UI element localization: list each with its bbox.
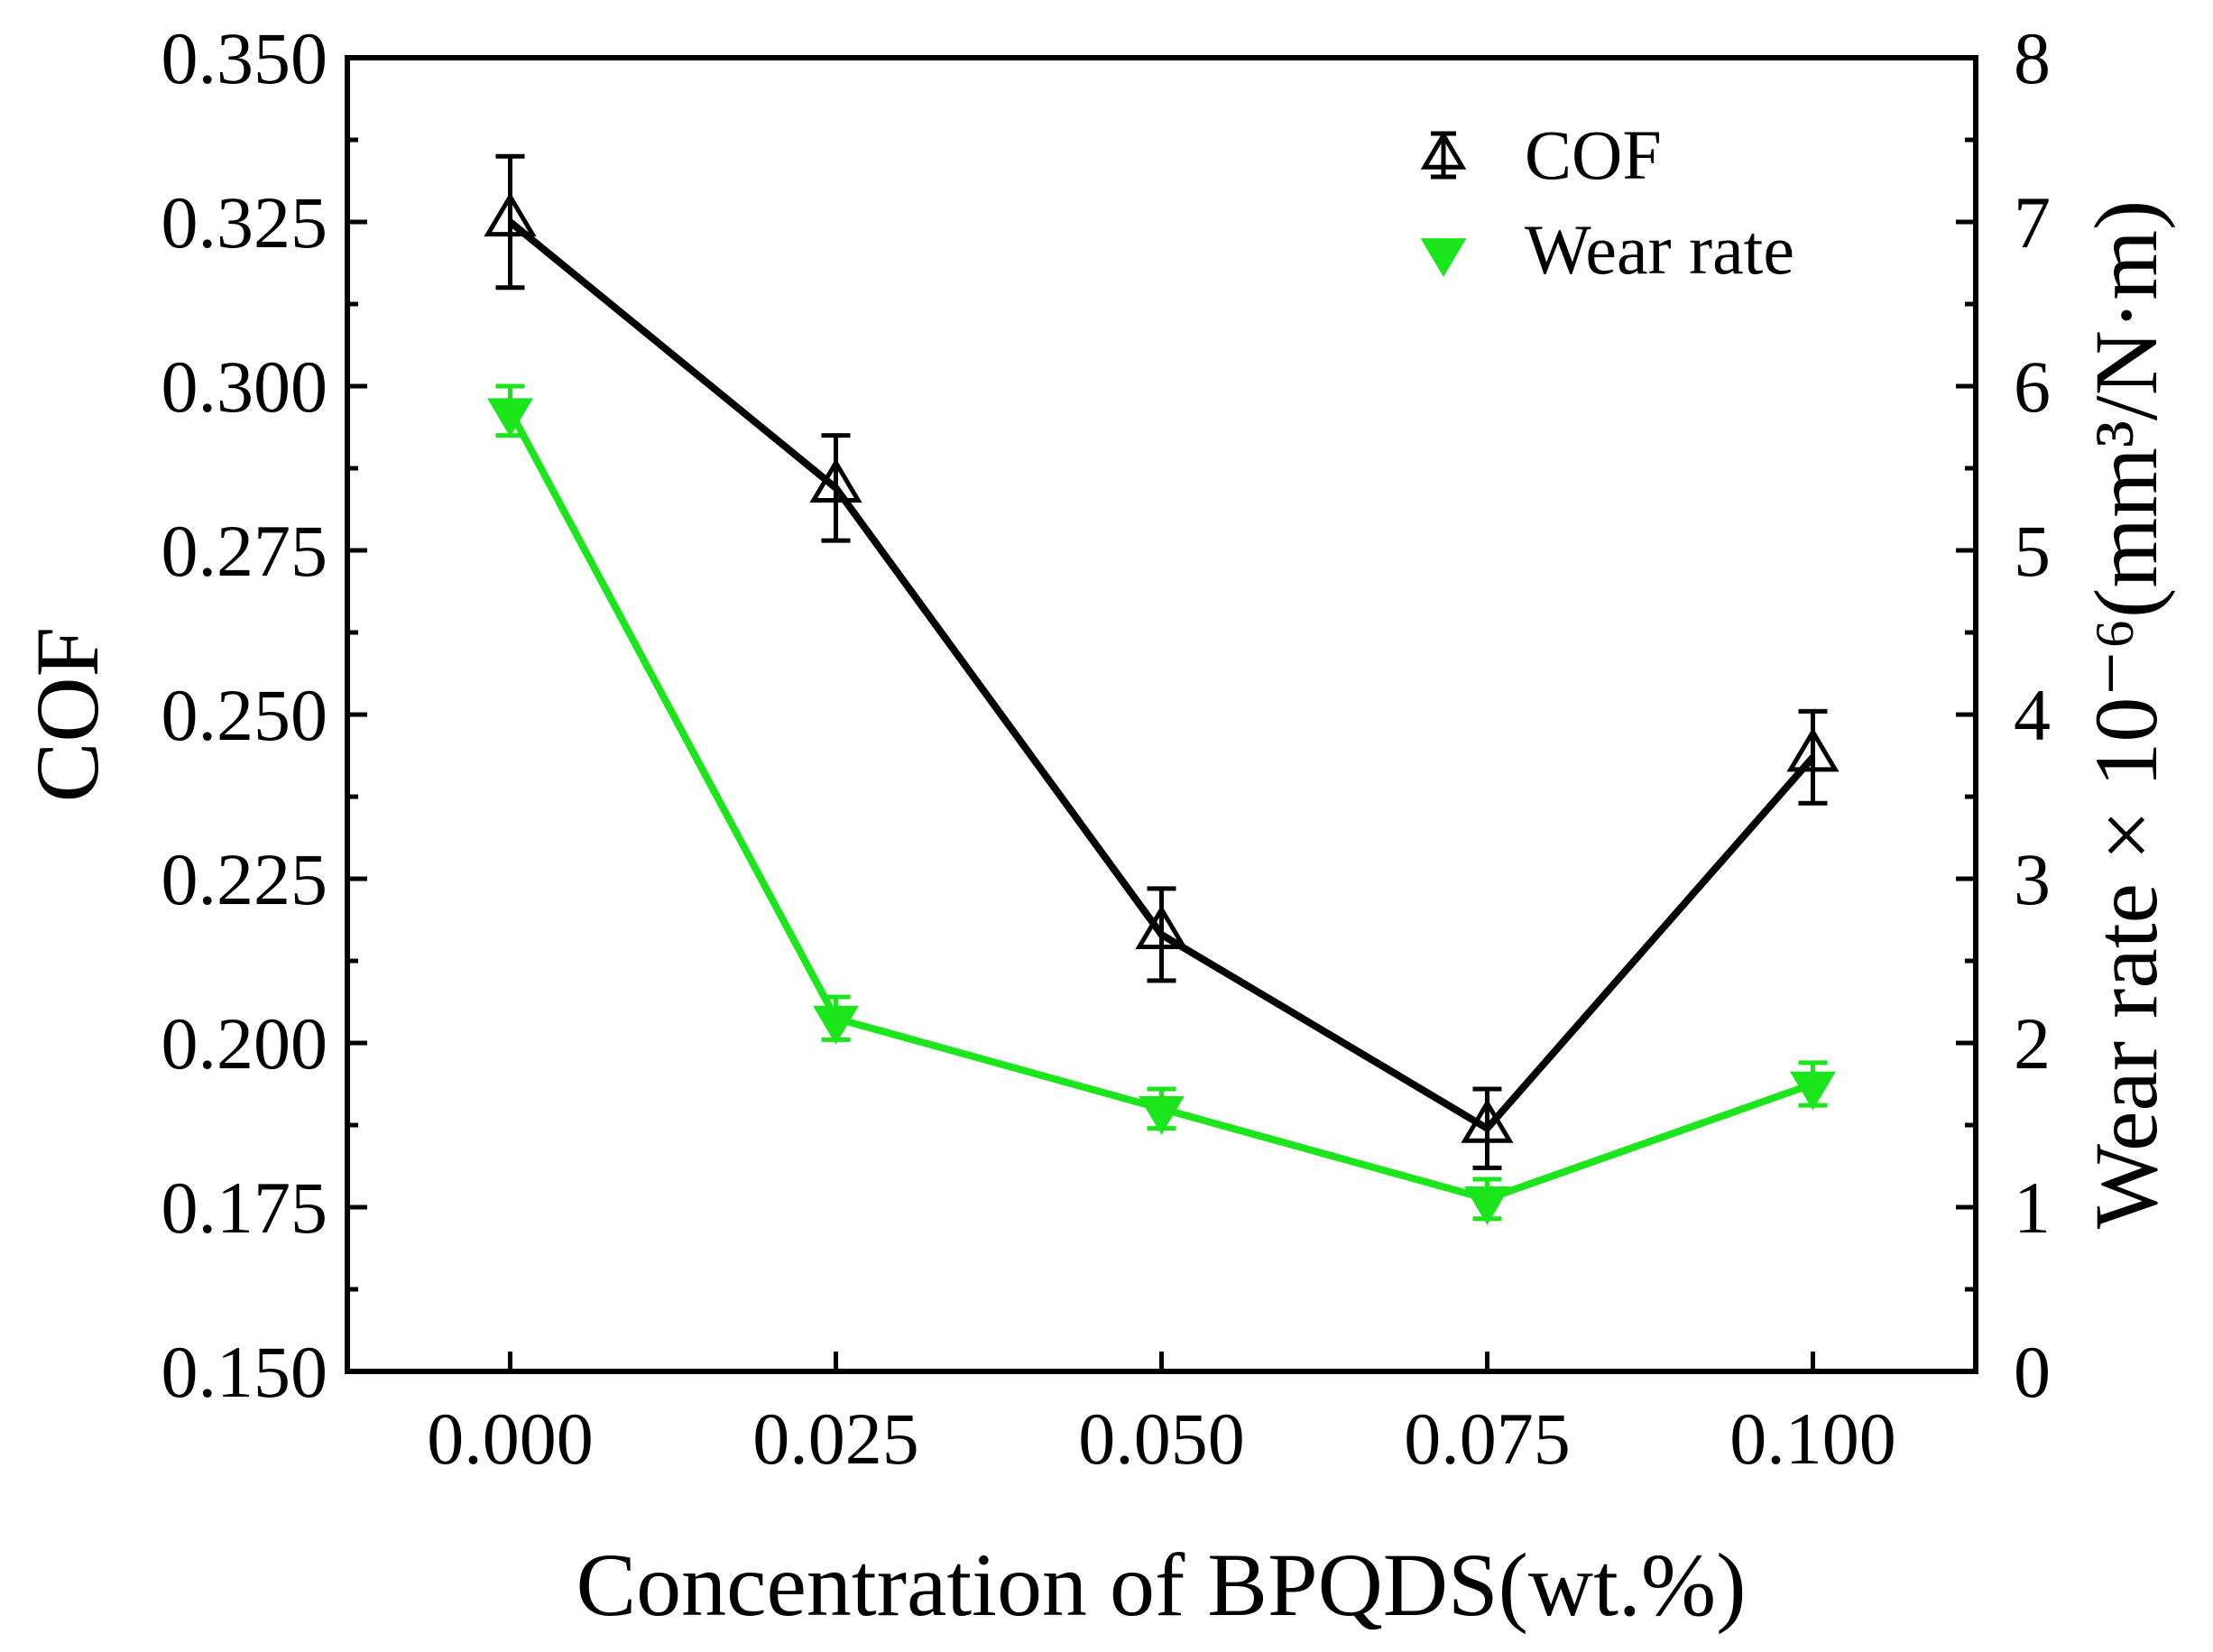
legend-wear-triangle [1420, 238, 1467, 277]
data-point [1139, 1095, 1185, 1135]
series-line [507, 218, 1816, 1132]
data-point [813, 1005, 859, 1045]
x-axis-title: Concentration of BPQDS(wt.%) [576, 1535, 1746, 1635]
data-point [1790, 1071, 1836, 1111]
x-tick-label: 0.000 [427, 1398, 594, 1480]
series-layer [484, 153, 1840, 1225]
legend-wear-marker [1420, 238, 1467, 277]
x-tick-label: 0.100 [1729, 1398, 1896, 1480]
tick-labels: 0.150 0.175 0.200 0.225 0.250 0.275 0.300 0.325… [161, 17, 2052, 1480]
x-tick-label: 0.075 [1404, 1398, 1571, 1480]
data-point [1464, 1186, 1510, 1225]
y-right-tick-label: 5 [2014, 510, 2051, 592]
y-left-tick-label: 0.300 [161, 346, 328, 428]
y-right-tick-label: 4 [2014, 674, 2051, 756]
legend: COF Wear rate [1420, 115, 1794, 289]
x-tick-label: 0.025 [752, 1398, 919, 1480]
y-right-tick-label: 8 [2014, 17, 2051, 99]
y-left-tick-label: 0.225 [161, 838, 328, 920]
data-point [1461, 1098, 1514, 1143]
data-point [487, 398, 533, 438]
y-right-tick-label: 2 [2014, 1002, 2051, 1084]
y-right-tick-label: 7 [2014, 181, 2051, 263]
x-tick-label: 0.050 [1078, 1398, 1245, 1480]
legend-cof-label: COF [1525, 115, 1662, 194]
data-point [484, 192, 537, 237]
y-left-tick-label: 0.250 [161, 674, 328, 756]
y-left-tick-label: 0.275 [161, 510, 328, 592]
plot-frame [345, 55, 1978, 1374]
y-right-tick-label: 1 [2014, 1167, 2051, 1249]
y-right-tick-label: 3 [2014, 838, 2051, 920]
legend-wear-label: Wear rate [1525, 210, 1794, 289]
series-cof [484, 153, 1840, 1170]
y-left-tick-label: 0.325 [161, 181, 328, 263]
y-right-tick-label: 6 [2014, 346, 2051, 428]
y-left-tick-label: 0.200 [161, 1002, 328, 1084]
legend-cof-triangle [1420, 131, 1467, 170]
legend-cof-marker [1420, 131, 1467, 180]
y-axis-right-title: Wear rate × 10⁻⁶(mm³/N·m) [2076, 200, 2176, 1230]
y-left-tick-label: 0.350 [161, 17, 328, 99]
data-point [809, 457, 862, 503]
data-point [1786, 727, 1840, 772]
y-right-tick-label: 0 [2014, 1331, 2051, 1413]
series-line [506, 409, 1814, 1203]
y-left-tick-label: 0.175 [161, 1167, 328, 1249]
data-point [1135, 904, 1188, 949]
series-wear-rate [487, 383, 1836, 1225]
y-left-tick-label: 0.150 [161, 1331, 328, 1413]
y-axis-left-title: COF [17, 627, 117, 803]
